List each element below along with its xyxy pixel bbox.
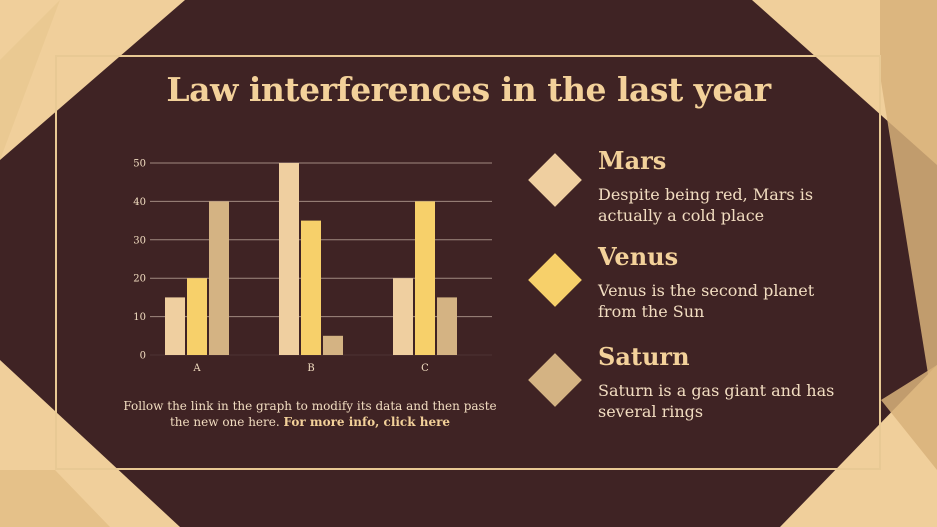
bar-venus-a	[187, 278, 207, 355]
corner-bottom-left-shade	[0, 470, 110, 527]
caption-text: Follow the link in the graph to modify i…	[123, 399, 497, 429]
legend-desc-mars: Despite being red, Mars is actually a co…	[598, 185, 814, 225]
bar-chart[interactable]: 0 10 20 30 40 50 A B C	[120, 150, 500, 380]
legend-name-mars: Mars	[598, 146, 667, 175]
bar-mars-b	[279, 163, 299, 355]
corner-top-right-shade	[880, 0, 937, 430]
corner-top-left-shade	[0, 0, 60, 160]
y-tick-label: 30	[133, 235, 146, 246]
bar-saturn-a	[209, 201, 229, 355]
legend-desc-saturn: Saturn is a gas giant and has several ri…	[598, 381, 835, 421]
bar-venus-c	[415, 201, 435, 355]
y-tick-label: 10	[133, 312, 146, 323]
more-info-link[interactable]: For more info, click here	[283, 415, 451, 429]
bar-mars-a	[165, 297, 185, 355]
y-tick-label: 0	[140, 351, 146, 362]
bar-saturn-b	[323, 335, 343, 355]
chart-caption: Follow the link in the graph to modify i…	[115, 398, 505, 430]
legend-name-saturn: Saturn	[598, 342, 690, 371]
bar-venus-b	[301, 220, 321, 355]
x-tick-label: A	[192, 363, 201, 374]
legend-desc-venus: Venus is the second planet from the Sun	[598, 281, 815, 321]
bar-mars-c	[393, 278, 413, 355]
y-tick-label: 20	[133, 274, 146, 285]
corner-top-left	[0, 0, 185, 160]
content-frame	[55, 55, 881, 470]
x-tick-label: C	[421, 363, 429, 374]
x-tick-label: B	[307, 363, 314, 374]
legend-name-venus: Venus	[598, 242, 679, 271]
y-tick-label: 40	[133, 197, 146, 208]
corner-bottom-right-shade	[881, 365, 937, 470]
bar-saturn-c	[437, 297, 457, 355]
y-tick-label: 50	[133, 159, 146, 170]
slide-title: Law interferences in the last year	[166, 70, 771, 109]
